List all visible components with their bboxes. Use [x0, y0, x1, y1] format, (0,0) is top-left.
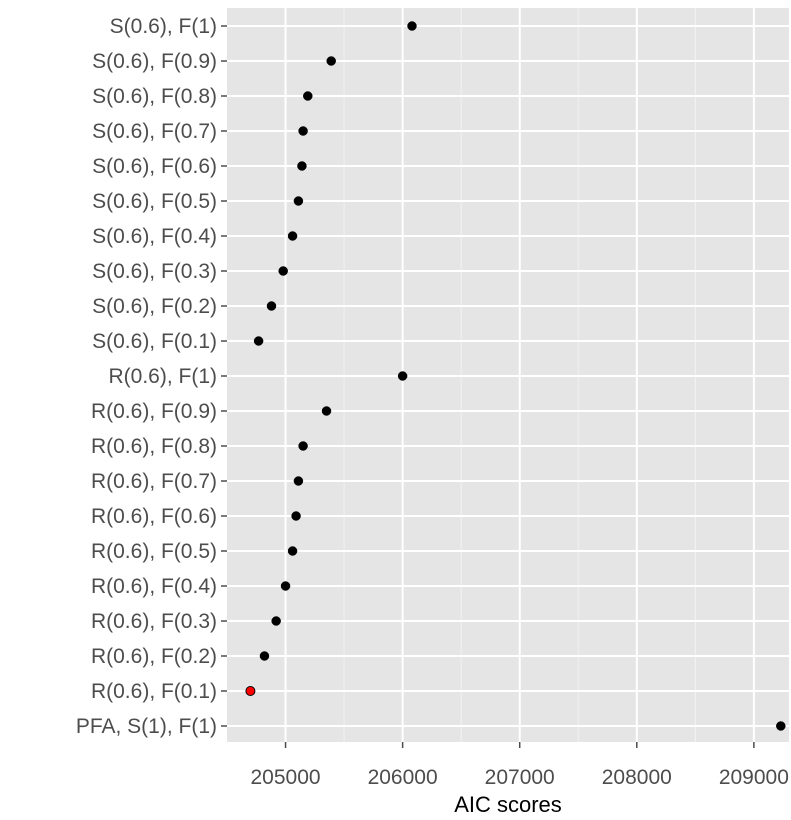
y-tick-label: R(0.6), F(0.1) — [91, 680, 217, 703]
data-point — [271, 616, 281, 626]
x-axis: 205000 206000 207000 208000 209000 — [251, 742, 789, 789]
data-point — [266, 301, 277, 311]
y-tick-label: S(0.6), F(0.4) — [92, 225, 217, 248]
y-tick-label: S(0.6), F(0.7) — [92, 120, 217, 143]
data-point — [291, 511, 301, 521]
x-tick-label: 208000 — [602, 766, 672, 789]
y-tick-label: S(0.6), F(1) — [110, 15, 217, 38]
x-tick-label: 209000 — [719, 766, 789, 789]
y-tick-label: S(0.6), F(0.2) — [92, 295, 217, 318]
x-axis-title: AIC scores — [454, 792, 562, 817]
data-point — [293, 476, 304, 486]
data-point — [253, 336, 264, 346]
data-point — [287, 546, 298, 556]
y-tick-label: R(0.6), F(0.8) — [91, 435, 217, 458]
x-tick-label: 206000 — [368, 766, 438, 789]
data-point — [278, 266, 288, 276]
data-point — [326, 56, 336, 66]
y-tick-label: S(0.6), F(0.8) — [92, 85, 217, 108]
y-tick-label: R(0.6), F(0.2) — [91, 645, 217, 668]
data-point — [397, 371, 408, 381]
data-point — [298, 126, 308, 136]
y-tick-label: S(0.6), F(0.9) — [92, 50, 217, 73]
highlighted-point — [245, 686, 256, 696]
y-tick-label: R(0.6), F(0.4) — [91, 575, 217, 598]
x-tick-label: 207000 — [485, 766, 555, 789]
y-tick-label: R(0.6), F(0.6) — [91, 505, 217, 528]
y-tick-label: S(0.6), F(0.5) — [92, 190, 217, 213]
y-tick-label: PFA, S(1), F(1) — [76, 715, 217, 738]
y-tick-label: S(0.6), F(0.1) — [92, 330, 217, 353]
y-tick-label: R(0.6), F(0.5) — [91, 540, 217, 563]
y-tick-label: R(0.6), F(1) — [108, 365, 217, 388]
data-point — [303, 91, 313, 101]
y-tick-label: R(0.6), F(0.3) — [91, 610, 217, 633]
data-point — [280, 581, 291, 591]
y-tick-label: R(0.6), F(0.9) — [91, 400, 217, 423]
data-point — [776, 721, 786, 731]
data-point — [297, 161, 307, 171]
data-point — [293, 196, 304, 206]
data-point — [298, 441, 308, 451]
data-point — [321, 406, 332, 416]
grid-lines — [227, 8, 789, 742]
data-point — [259, 651, 270, 661]
y-tick-label: S(0.6), F(0.3) — [92, 260, 217, 283]
y-tick-label: R(0.6), F(0.7) — [91, 470, 217, 493]
data-point — [287, 231, 298, 241]
x-tick-label: 205000 — [251, 766, 321, 789]
data-points — [245, 21, 786, 731]
data-point — [407, 21, 417, 31]
y-axis: S(0.6), F(1) S(0.6), F(0.9) S(0.6), F(0.8)… — [76, 15, 227, 738]
y-tick-label: S(0.6), F(0.6) — [92, 155, 217, 178]
